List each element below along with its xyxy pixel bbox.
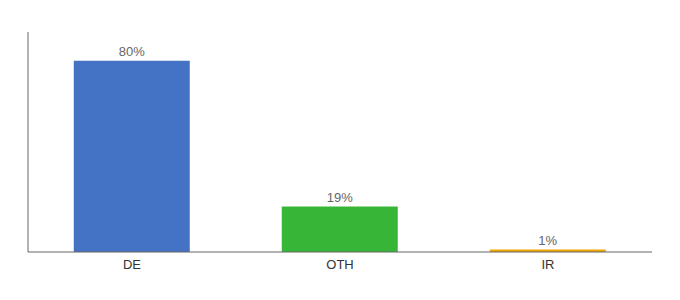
svg-text:1%: 1% [538, 233, 557, 248]
svg-text:OTH: OTH [326, 257, 353, 272]
svg-text:IR: IR [542, 257, 555, 272]
svg-text:DE: DE [123, 257, 141, 272]
svg-text:19%: 19% [327, 190, 353, 205]
svg-text:80%: 80% [119, 44, 145, 59]
